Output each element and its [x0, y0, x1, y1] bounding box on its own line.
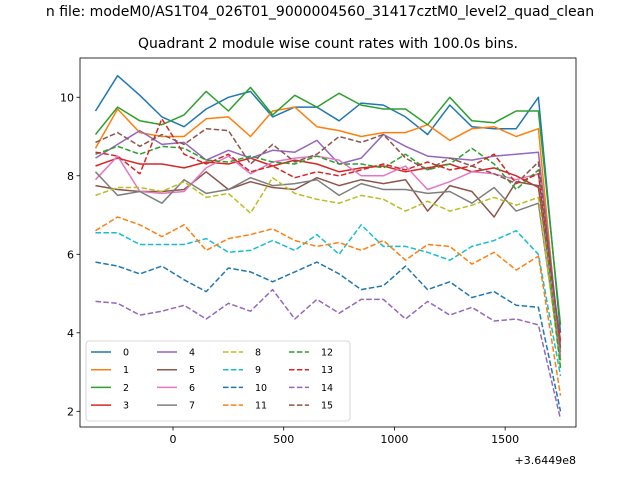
- legend-label: 6: [189, 383, 195, 394]
- y-tick-label: 6: [67, 248, 74, 261]
- series-line-15: [95, 127, 562, 349]
- legend-label: 10: [255, 383, 267, 394]
- series-line-13: [95, 118, 562, 345]
- series-line-10: [95, 261, 562, 412]
- x-tick-label: 0: [170, 433, 177, 446]
- legend-label: 11: [255, 401, 267, 412]
- y-tick-label: 8: [67, 170, 74, 183]
- y-tick-label: 4: [67, 327, 74, 340]
- legend-label: 1: [123, 365, 129, 376]
- series-line-2: [94, 86, 562, 325]
- x-tick-label: 500: [273, 433, 294, 446]
- legend-label: 8: [255, 348, 261, 359]
- legend-box: [85, 340, 351, 422]
- legend-label: 7: [189, 401, 195, 412]
- legend-label: 3: [123, 401, 129, 412]
- series-line-6: [94, 155, 562, 357]
- y-tick-label: 10: [60, 91, 74, 104]
- legend-label: 4: [189, 348, 195, 359]
- x-tick-label: 1000: [380, 433, 408, 446]
- y-tick-label: 2: [67, 405, 74, 418]
- legend-label: 14: [321, 383, 333, 394]
- series-line-0: [94, 74, 562, 333]
- figure-suptitle: n file: modeM0/AS1T04_026T01_9000004560_…: [45, 4, 595, 20]
- series-line-12: [95, 145, 562, 369]
- series-line-8: [95, 176, 562, 369]
- legend-label: 13: [321, 365, 333, 376]
- x-offset-label: +3.6449e8: [515, 454, 576, 467]
- series-lines: [94, 74, 562, 420]
- axes-frame: [79, 57, 577, 428]
- legend-label: 2: [123, 383, 129, 394]
- series-line-3: [95, 157, 562, 341]
- series-line-14: [95, 288, 562, 420]
- series-line-4: [95, 129, 562, 349]
- legend-label: 0: [123, 348, 129, 359]
- legend-label: 15: [321, 401, 333, 412]
- chart-title: Quadrant 2 module wise count rates with …: [138, 36, 518, 52]
- x-tick-label: 1500: [491, 433, 519, 446]
- series-line-7: [94, 171, 562, 361]
- legend-label: 5: [189, 365, 195, 376]
- series-line-11: [95, 216, 562, 396]
- legend-label: 12: [321, 348, 333, 359]
- legend-label: 9: [255, 365, 261, 376]
